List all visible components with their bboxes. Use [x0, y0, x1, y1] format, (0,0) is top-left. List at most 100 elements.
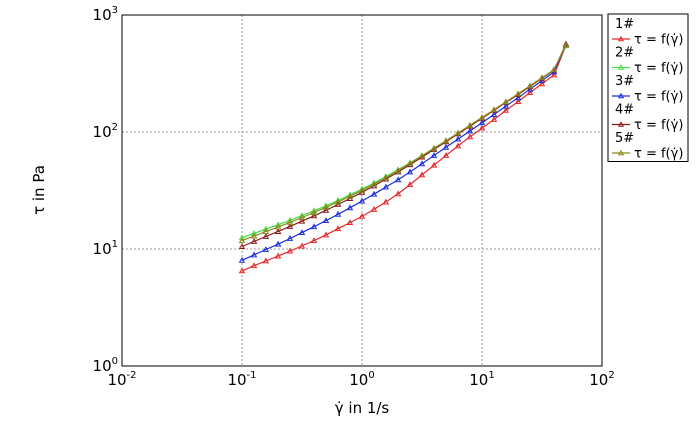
y-tick-labels: 100 101 102 103 [93, 5, 118, 375]
data-point [514, 98, 522, 104]
series-line [241, 44, 567, 261]
x-axis-title: γ̇ in 1/s [335, 399, 390, 417]
series-line [241, 44, 567, 242]
data-point [298, 217, 306, 224]
data-point [562, 41, 570, 48]
data-point [250, 229, 258, 236]
data-point [286, 247, 294, 254]
data-point [382, 183, 390, 190]
data-point [550, 71, 558, 78]
y-tick-label: 103 [93, 5, 118, 24]
data-point [442, 143, 450, 150]
series-layer [238, 40, 570, 274]
legend-series-label: τ = f(γ̇) [634, 118, 683, 133]
data-point [514, 94, 522, 101]
y-axis-title: τ in Pa [30, 165, 48, 215]
legend-swatch-marker [617, 121, 625, 127]
data-point [238, 237, 246, 244]
data-point [322, 217, 330, 223]
data-point [262, 228, 270, 234]
data-point [442, 152, 450, 158]
legend-series-name: 2# [615, 46, 634, 61]
data-point [526, 85, 534, 92]
data-point [322, 206, 330, 213]
data-point [358, 197, 366, 204]
data-point [298, 229, 306, 236]
x-tick-labels: 10-2 10-1 100 101 102 [107, 370, 614, 389]
data-point [250, 251, 258, 258]
data-point [502, 98, 510, 105]
data-point [298, 242, 306, 249]
data-point [262, 246, 270, 252]
data-point [238, 256, 246, 263]
data-point [418, 160, 426, 167]
x-tick-label: 100 [349, 370, 374, 389]
data-point [382, 174, 390, 180]
data-point [406, 159, 414, 166]
data-point [334, 225, 342, 232]
legend-series-name: 1# [615, 17, 634, 32]
x-tick-label: 102 [589, 370, 614, 389]
series-line [241, 45, 567, 272]
data-point [382, 198, 390, 205]
data-point [442, 137, 450, 144]
x-tick-label: 101 [469, 370, 494, 389]
data-point [334, 198, 342, 205]
legend-series-name: 5# [615, 131, 634, 146]
data-point [454, 142, 462, 149]
legend-series-label: τ = f(γ̇) [634, 33, 683, 48]
legend-series-label: τ = f(γ̇) [634, 147, 683, 162]
data-point [370, 180, 378, 187]
data-point [466, 133, 474, 140]
data-point [538, 80, 546, 87]
data-point [262, 233, 270, 239]
data-point [250, 238, 258, 244]
y-tick-label: 101 [93, 239, 118, 258]
data-point [418, 152, 426, 159]
data-point [394, 167, 402, 174]
data-point [358, 212, 366, 219]
data-point [502, 106, 510, 113]
data-point [490, 106, 498, 113]
data-point [238, 243, 246, 249]
data-point [274, 223, 282, 230]
legend-swatch-marker [617, 149, 625, 156]
data-point [346, 192, 354, 199]
data-point [514, 90, 522, 97]
data-point [346, 219, 354, 226]
series-1 [238, 41, 570, 274]
data-point [286, 218, 294, 225]
data-point [238, 234, 246, 241]
data-point [526, 82, 534, 89]
legend-swatch-marker [617, 64, 625, 70]
data-point [310, 209, 318, 215]
data-point [286, 222, 294, 229]
data-point [430, 161, 438, 168]
data-point [262, 257, 270, 264]
data-point [466, 127, 474, 134]
data-point [406, 168, 414, 175]
data-point [334, 210, 342, 217]
data-point [478, 119, 486, 126]
data-point [538, 74, 546, 81]
data-point [310, 223, 318, 230]
data-point [298, 214, 306, 220]
data-point [478, 124, 486, 131]
data-point [370, 205, 378, 212]
data-point [238, 267, 246, 274]
data-point [286, 235, 294, 241]
legend-swatch-marker [617, 92, 625, 99]
x-tick-label: 10-1 [227, 370, 256, 389]
y-tick-label: 100 [93, 356, 118, 375]
data-point [274, 240, 282, 247]
data-point [358, 186, 366, 193]
legend-series-name: 4# [615, 103, 634, 118]
data-point [418, 171, 426, 178]
data-point [274, 252, 282, 259]
data-point [310, 237, 318, 244]
data-point [490, 116, 498, 122]
data-point [322, 203, 330, 210]
grid-lines [122, 15, 602, 366]
data-point [310, 212, 318, 219]
